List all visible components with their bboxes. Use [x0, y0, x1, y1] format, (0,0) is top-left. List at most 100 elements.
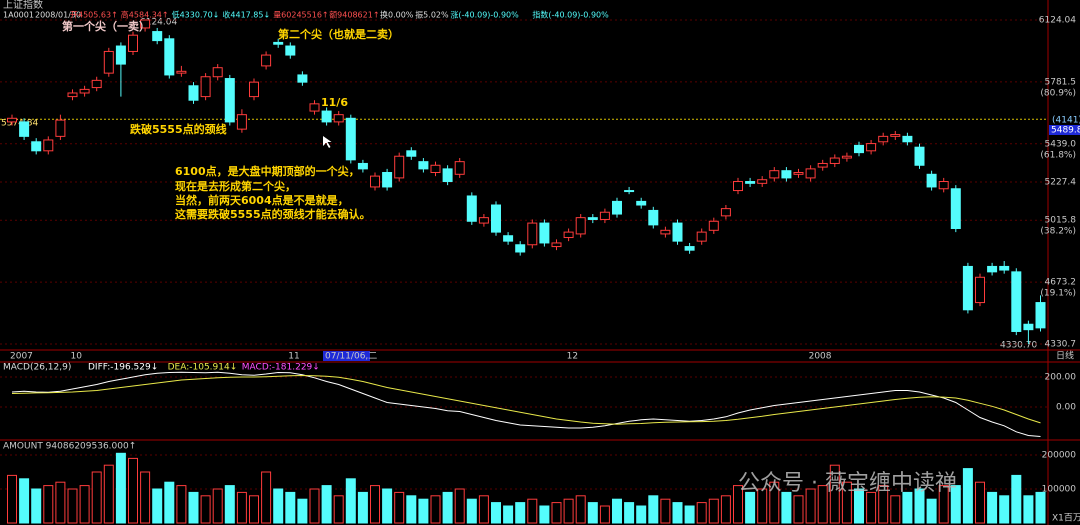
volume-bar	[115, 452, 126, 524]
volume-bar	[527, 498, 538, 524]
candle-body	[817, 162, 828, 168]
candle-body	[660, 229, 671, 235]
volume-bar	[503, 505, 514, 524]
candle-body	[370, 175, 380, 188]
candle-body	[103, 50, 114, 74]
candle-body	[962, 265, 973, 311]
candle-body	[140, 19, 151, 29]
annotation: 11/6	[321, 96, 348, 109]
volume-bar	[926, 498, 937, 524]
volume-bar	[491, 502, 501, 524]
volume-bar	[624, 502, 635, 524]
volume-bar	[563, 498, 574, 524]
volume-bar	[188, 491, 199, 524]
x-tick-label: 11	[288, 352, 299, 362]
volume-bar	[176, 485, 187, 524]
candle-body	[19, 121, 30, 137]
volume-bar	[672, 502, 683, 524]
amount-title: AMOUNT 94086209536.000↑	[3, 442, 136, 452]
candle-body	[454, 161, 465, 175]
candle-body	[696, 231, 707, 242]
candle-body	[115, 45, 126, 65]
candle-body	[890, 134, 901, 137]
candle-body	[624, 190, 635, 193]
volume-bar	[829, 464, 840, 524]
volume-bar	[19, 478, 30, 524]
volume-bar	[720, 495, 731, 524]
candle-body	[418, 161, 429, 170]
volume-bar	[769, 481, 780, 524]
candle-body	[503, 235, 514, 242]
fib-label: (19.1%)	[1040, 289, 1076, 299]
volume-bar	[599, 505, 610, 524]
watermark: 公众号 · 薇宝缠中读禅	[738, 471, 957, 496]
candle-body	[563, 231, 574, 239]
volume-bar	[684, 505, 695, 524]
candle-body	[902, 135, 913, 143]
info-item: 额9408621↑	[329, 10, 379, 20]
candle-body	[587, 217, 598, 220]
candle-body	[1035, 302, 1046, 329]
candle-body	[309, 103, 320, 112]
annotation: 跌破5555点的颈线	[130, 122, 227, 136]
candle-body	[249, 81, 259, 98]
cursor-box	[323, 351, 370, 361]
volume-bar	[164, 481, 175, 524]
candle-body	[612, 200, 622, 215]
volume-bar	[224, 485, 235, 524]
fib-label: (61.8%)	[1040, 150, 1076, 160]
legend-label: DIFF:-196.529↓	[88, 363, 158, 373]
x-tick-label: 12	[567, 352, 578, 362]
mouse-cursor	[323, 136, 332, 148]
volume-bar	[757, 488, 768, 524]
info-item: 振5.02%	[415, 10, 449, 20]
candle-body	[7, 117, 17, 123]
candle-body	[152, 31, 163, 42]
y-tick-label: 5781.5	[1045, 77, 1077, 87]
volume-bar	[817, 485, 828, 524]
candle-body	[745, 181, 756, 184]
candle-body	[854, 144, 864, 154]
volume-bar	[696, 502, 707, 524]
volume-bar	[575, 495, 586, 524]
candle-body	[261, 54, 272, 67]
cursor-price-box	[1049, 125, 1080, 135]
y-tick-label: 5015.8	[1045, 216, 1077, 226]
candle-body	[648, 209, 659, 226]
candle-body	[720, 208, 731, 217]
volume-bar	[648, 495, 659, 524]
y-tick-label: 4330.7	[1045, 340, 1077, 350]
candle-body	[297, 74, 308, 83]
candle-body	[67, 92, 78, 98]
candle-body	[91, 79, 102, 89]
candle-body	[321, 110, 332, 123]
candle-body	[684, 246, 695, 251]
candle-body	[357, 162, 368, 170]
cursor-date: 07/11/06,二	[325, 352, 377, 362]
note-line: 现在是去形成第二个尖，	[175, 179, 296, 193]
volume-bar	[854, 488, 864, 524]
candle-body	[442, 168, 453, 183]
volume-bar	[309, 488, 320, 524]
volume-bar	[733, 485, 743, 524]
note-line: 6100点，是大盘中期顶部的一个尖，	[175, 164, 360, 178]
volume-bar	[539, 505, 550, 524]
y-tick-label: 0.00	[1056, 403, 1076, 413]
volume-bar	[878, 485, 889, 524]
volume-bar	[103, 464, 114, 524]
candle-body	[382, 171, 393, 188]
candle-body	[31, 141, 42, 152]
volume-bar	[200, 495, 211, 524]
info-item: 涨(-40.09)-0.90%	[450, 10, 519, 20]
info-item: 换0.00%	[380, 10, 414, 20]
candle-body	[938, 181, 949, 190]
volume-bar	[442, 491, 453, 524]
candle-body	[430, 164, 441, 173]
info-item: 开4505.63↑	[70, 11, 118, 20]
volume-bar	[430, 495, 441, 524]
y-tick-label: 5227.4	[1045, 177, 1077, 187]
candle-body	[926, 173, 937, 188]
candle-body	[672, 222, 683, 242]
note-line: 这需要跌破5555点的颈线才能去确认。	[175, 207, 371, 221]
